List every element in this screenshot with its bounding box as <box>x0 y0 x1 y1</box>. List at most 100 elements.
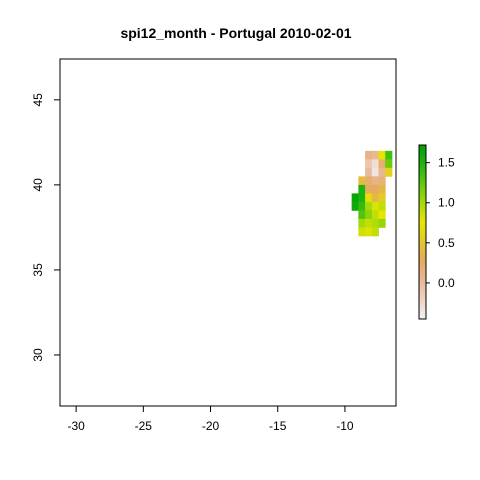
raster-cell <box>365 176 373 186</box>
colorbar-segment <box>419 308 426 311</box>
raster-cell <box>365 167 373 177</box>
colorbar-segment <box>419 205 426 209</box>
raster-cell <box>371 218 379 228</box>
raster-cell <box>358 176 366 186</box>
colorbar-tick-label: 0.0 <box>438 276 455 290</box>
x-tick-label: -10 <box>336 419 354 433</box>
raster-cell <box>351 193 359 203</box>
raster-cell <box>358 201 366 211</box>
raster-cell <box>378 193 386 203</box>
raster-cell <box>371 184 379 194</box>
colorbar-segment <box>419 247 426 250</box>
raster-cell <box>385 159 393 169</box>
x-tick-label: -25 <box>135 419 153 433</box>
raster-cell <box>371 167 379 177</box>
colorbar-segment <box>419 195 426 198</box>
y-axis: 45 40 35 30 <box>31 93 60 362</box>
colorbar-segment <box>419 310 426 313</box>
colorbar-segment <box>419 149 426 152</box>
colorbar-segment <box>419 158 426 161</box>
colorbar-segment <box>419 153 426 157</box>
colorbar-segment <box>419 240 426 244</box>
raster-cell <box>378 201 386 211</box>
colorbar-segment <box>419 162 426 165</box>
colorbar-segment <box>419 203 426 207</box>
colorbar-segment <box>419 175 426 178</box>
colorbar-segment <box>419 292 426 296</box>
colorbar-frame <box>418 144 427 320</box>
colorbar-segment <box>419 245 426 248</box>
colorbar-segment <box>419 145 426 148</box>
raster-cell <box>378 167 386 177</box>
colorbar-tick-label: 1.5 <box>438 156 455 170</box>
raster-cell <box>378 159 386 169</box>
colorbar-segment <box>419 290 426 294</box>
raster-cell <box>358 184 366 194</box>
colorbar-segment <box>419 151 426 154</box>
raster-cell <box>358 227 366 237</box>
colorbar-segment <box>419 225 426 228</box>
raster-cell <box>378 176 386 186</box>
colorbar-tick-label: 1.0 <box>438 196 455 210</box>
colorbar-segment <box>419 284 426 287</box>
y-tick-label: 40 <box>31 178 45 192</box>
colorbar-segment <box>419 275 426 278</box>
colorbar-legend: 1.5 1.0 0.5 0.0 <box>418 144 455 320</box>
raster-cell <box>378 218 386 228</box>
colorbar-segment <box>419 208 426 211</box>
colorbar-segment <box>419 229 426 233</box>
chart-title: spi12_month - Portugal 2010-02-01 <box>120 25 351 41</box>
colorbar-segment <box>419 251 426 255</box>
y-tick-label: 45 <box>31 93 45 107</box>
raster-cell <box>365 150 373 160</box>
raster-cell <box>371 227 379 237</box>
colorbar-segment <box>419 192 426 196</box>
raster-cell <box>358 210 366 220</box>
y-tick-label: 30 <box>31 348 45 362</box>
raster-cell <box>365 184 373 194</box>
colorbar-segment <box>419 221 426 224</box>
colorbar-segment <box>419 173 426 176</box>
colorbar-segment <box>419 273 426 276</box>
colorbar-segment <box>419 166 426 170</box>
colorbar-segment <box>419 223 426 226</box>
raster-cell <box>371 210 379 220</box>
raster-cell <box>358 218 366 228</box>
colorbar-segment <box>419 188 426 191</box>
raster-cell <box>371 176 379 186</box>
raster-cell <box>371 150 379 160</box>
raster-cells <box>351 150 393 237</box>
raster-cell <box>385 167 393 177</box>
colorbar-segment <box>419 199 426 202</box>
x-tick-label: -15 <box>269 419 287 433</box>
colorbar-segment <box>419 184 426 187</box>
colorbar-segment <box>419 147 426 150</box>
raster-cell <box>365 193 373 203</box>
colorbar-segment <box>419 312 426 315</box>
colorbar-segment <box>419 301 426 305</box>
colorbar-segment <box>419 236 426 239</box>
raster-cell <box>358 193 366 203</box>
colorbar-segment <box>419 282 426 285</box>
colorbar-segment <box>419 181 426 185</box>
colorbar-tick-label: 0.5 <box>438 236 455 250</box>
colorbar-segment <box>419 218 426 222</box>
colorbar-segment <box>419 197 426 200</box>
colorbar-segment <box>419 242 426 246</box>
raster-cell <box>365 210 373 220</box>
colorbar-segment <box>419 295 426 298</box>
x-axis: -30 -25 -20 -15 -10 <box>67 406 354 433</box>
colorbar-segment <box>419 255 426 259</box>
colorbar-segment <box>419 266 426 270</box>
colorbar-segment <box>419 216 426 220</box>
colorbar-segment <box>419 297 426 300</box>
colorbar-segment <box>419 305 426 309</box>
colorbar-segment <box>419 212 426 215</box>
raster-cell <box>371 159 379 169</box>
raster-cell <box>378 210 386 220</box>
x-tick-label: -20 <box>202 419 220 433</box>
raster-cell <box>371 201 379 211</box>
colorbar-segment <box>419 227 426 231</box>
colorbar-segment <box>419 279 426 283</box>
colorbar-segment <box>419 155 426 159</box>
